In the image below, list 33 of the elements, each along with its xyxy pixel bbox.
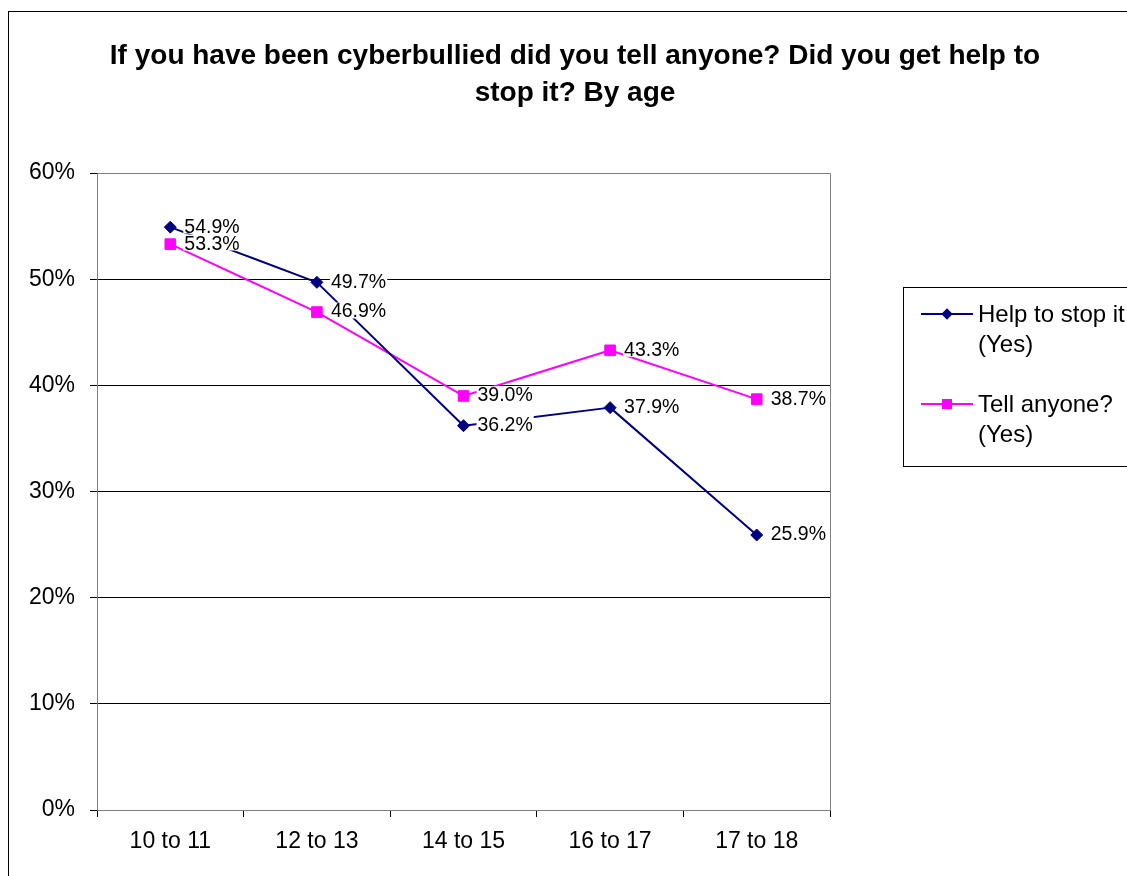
data-label: 36.2%: [477, 413, 533, 436]
point: [603, 401, 617, 415]
x-tick-label: 12 to 13: [275, 827, 359, 854]
point: [750, 393, 763, 405]
legend-label: Tell anyone? (Yes): [978, 389, 1114, 449]
x-tick-label: 10 to 11: [129, 827, 212, 854]
y-tick-label: 10%: [28, 689, 75, 716]
data-label: 43.3%: [624, 337, 680, 360]
data-label: 25.9%: [770, 522, 826, 545]
legend-label: Help to stop it (Yes): [978, 299, 1126, 359]
point: [310, 275, 324, 289]
data-label: 38.7%: [770, 386, 826, 409]
y-tick-label: 30%: [28, 476, 75, 503]
x-tick-label: 14 to 15: [421, 827, 506, 854]
point: [604, 344, 616, 357]
y-tick-label: 20%: [28, 583, 75, 610]
point: [164, 238, 177, 250]
data-label: 39.0%: [477, 383, 533, 406]
point: [311, 306, 323, 318]
y-tick-label: 60%: [28, 158, 75, 185]
data-label: 37.9%: [624, 395, 680, 417]
chart-title: If you have been cyberbullied did you tell anyone? Did you get help to stop it? By age: [108, 38, 1042, 109]
y-tick-label: 50%: [28, 264, 75, 291]
point: [750, 528, 764, 542]
data-label: 46.9%: [330, 299, 387, 322]
point: [457, 419, 470, 433]
point: [163, 220, 177, 234]
y-tick-label: 40%: [28, 370, 75, 397]
y-tick-label: 0%: [41, 795, 75, 822]
x-tick-label: 17 to 18: [715, 827, 799, 854]
point: [457, 390, 470, 402]
data-label: 49.7%: [330, 269, 387, 292]
x-tick-label: 16 to 17: [568, 827, 652, 854]
